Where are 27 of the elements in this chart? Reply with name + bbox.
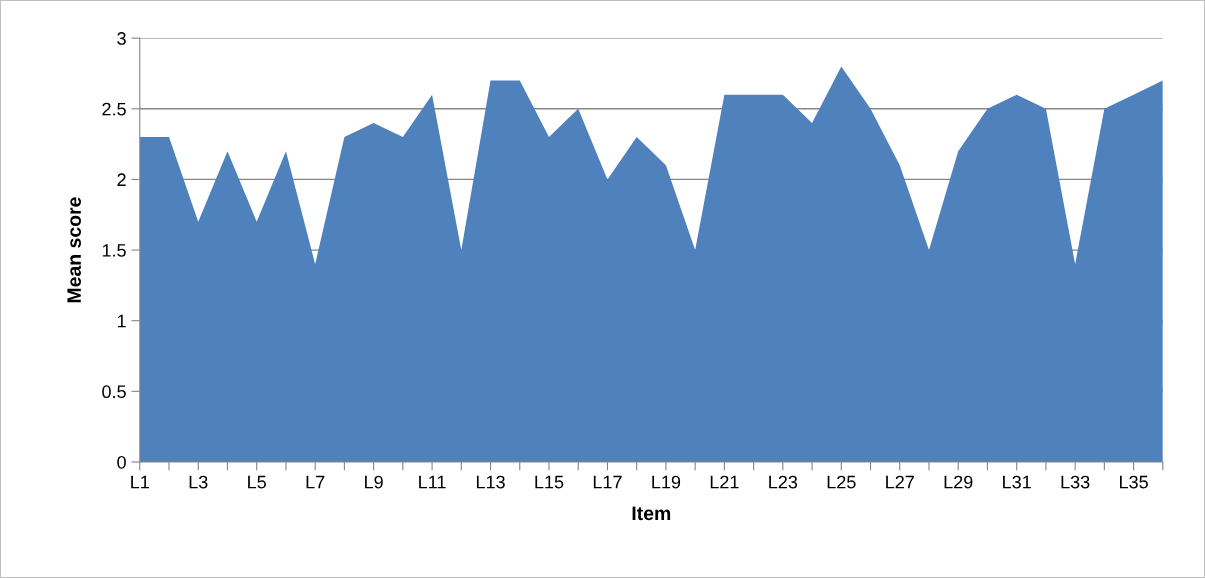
x-tick-label: L17	[593, 475, 622, 489]
x-tick-label: L29	[944, 475, 973, 489]
y-tick-label: 1	[117, 314, 126, 328]
x-tick-label: L25	[827, 475, 856, 489]
y-tick-label: 2	[117, 173, 126, 186]
x-tick-label: L13	[476, 475, 505, 489]
x-tick-label: L33	[1061, 475, 1090, 489]
x-tick-label: L11	[419, 475, 446, 489]
x-tick-label: L31	[1003, 475, 1031, 489]
x-tick-label: L15	[535, 475, 564, 489]
y-tick-label: 1.5	[102, 244, 126, 257]
x-tick-label: L3	[189, 475, 208, 489]
x-tick-label: L7	[306, 475, 325, 489]
x-tick-label: L35	[1120, 475, 1148, 489]
y-axis-title: Mean score	[67, 197, 81, 303]
y-tick-label: 0	[117, 455, 126, 469]
x-tick-label: L5	[248, 475, 266, 489]
x-tick-label: L23	[769, 475, 798, 489]
y-tick-label: 0.5	[102, 385, 126, 399]
y-tick-label: 2.5	[102, 102, 126, 116]
x-tick-label: L21	[710, 475, 739, 489]
x-tick-label: L27	[886, 475, 914, 489]
x-tick-label: L19	[652, 475, 681, 489]
x-tick-label: L1	[131, 475, 149, 489]
x-tick-label: L9	[365, 475, 383, 489]
x-axis-title: Item	[632, 506, 671, 521]
y-tick-label: 3	[117, 32, 126, 45]
